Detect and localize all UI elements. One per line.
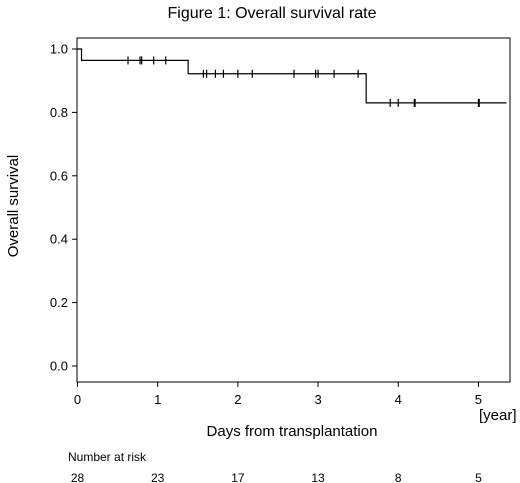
y-tick-label: 0.8	[50, 105, 68, 120]
survival-step-line	[77, 48, 507, 104]
x-tick-label: 5	[475, 392, 482, 407]
y-axis: 0.0 0.2 0.4 0.6 0.8 1.0	[50, 42, 77, 374]
x-tick-label: 1	[154, 392, 161, 407]
risk-count: 13	[311, 471, 325, 483]
risk-table: 28 23 17 13 8 5	[71, 471, 482, 483]
y-axis-label: Overall survival	[5, 155, 22, 258]
risk-count: 28	[71, 471, 85, 483]
x-axis-label: Days from transplantation	[207, 423, 378, 440]
risk-count: 23	[151, 471, 165, 483]
y-tick-label: 0.4	[50, 232, 68, 247]
risk-count: 5	[475, 471, 482, 483]
x-tick-label: 4	[395, 392, 402, 407]
y-tick-label: 0.0	[50, 359, 68, 374]
risk-count: 17	[231, 471, 245, 483]
y-tick-label: 0.6	[50, 168, 68, 183]
survival-curve	[77, 48, 507, 104]
y-tick-label: 1.0	[50, 42, 68, 57]
plot-area	[76, 37, 511, 383]
x-tick-label: 2	[234, 392, 241, 407]
x-tick-label: 0	[74, 392, 81, 407]
y-tick-label: 0.2	[50, 295, 68, 310]
x-axis-unit: [year]	[479, 407, 517, 424]
x-tick-label: 3	[314, 392, 321, 407]
censor-marks	[127, 56, 480, 107]
risk-table-label: Number at risk	[68, 450, 147, 464]
plot-border	[76, 37, 511, 383]
x-axis: 0 1 2 3 4 5	[74, 382, 482, 407]
risk-count: 8	[395, 471, 402, 483]
chart-title: Figure 1: Overall survival rate	[168, 5, 377, 22]
